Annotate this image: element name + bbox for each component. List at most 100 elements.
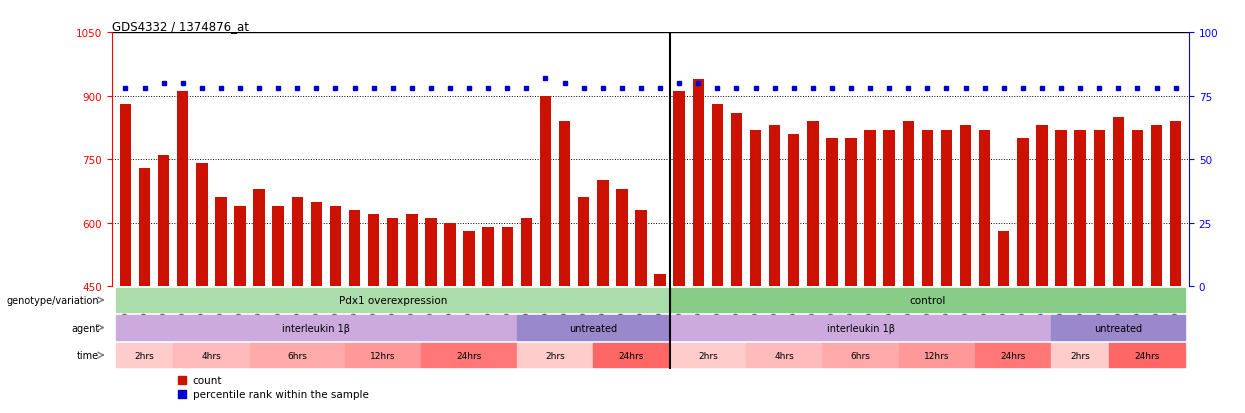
Bar bbox=[712, 105, 723, 287]
Bar bbox=[655, 274, 666, 287]
Bar bbox=[311, 202, 322, 287]
Bar bbox=[253, 190, 265, 287]
Bar bbox=[864, 130, 875, 287]
Bar bbox=[483, 228, 494, 287]
Bar bbox=[120, 105, 131, 287]
Bar bbox=[827, 139, 838, 287]
Bar bbox=[502, 228, 513, 287]
Bar bbox=[406, 215, 417, 287]
Bar bbox=[234, 206, 245, 287]
Bar bbox=[593, 343, 670, 368]
Bar bbox=[1113, 118, 1124, 287]
Bar bbox=[903, 122, 914, 287]
Bar bbox=[116, 316, 517, 340]
Bar bbox=[1109, 343, 1185, 368]
Bar bbox=[517, 316, 670, 340]
Bar bbox=[670, 343, 746, 368]
Bar bbox=[1074, 130, 1086, 287]
Text: 2hrs: 2hrs bbox=[1071, 351, 1091, 360]
Text: Pdx1 overexpression: Pdx1 overexpression bbox=[339, 295, 447, 305]
Bar bbox=[215, 198, 227, 287]
Bar bbox=[616, 190, 627, 287]
Bar bbox=[1052, 316, 1185, 340]
Text: 12hrs: 12hrs bbox=[371, 351, 396, 360]
Bar bbox=[520, 219, 532, 287]
Bar bbox=[960, 126, 971, 287]
Bar bbox=[1056, 130, 1067, 287]
Bar bbox=[559, 122, 570, 287]
Bar bbox=[426, 219, 437, 287]
Text: interleukin 1β: interleukin 1β bbox=[827, 323, 895, 333]
Bar bbox=[884, 130, 895, 287]
Bar bbox=[769, 126, 781, 287]
Text: 2hrs: 2hrs bbox=[698, 351, 717, 360]
Bar bbox=[674, 92, 685, 287]
Text: time: time bbox=[77, 350, 100, 360]
Bar bbox=[249, 343, 345, 368]
Text: 2hrs: 2hrs bbox=[134, 351, 154, 360]
Bar bbox=[138, 168, 151, 287]
Bar bbox=[578, 198, 589, 287]
Bar bbox=[116, 288, 670, 313]
Bar bbox=[291, 198, 303, 287]
Bar bbox=[1052, 343, 1109, 368]
Bar bbox=[195, 164, 208, 287]
Text: GDS4332 / 1374876_at: GDS4332 / 1374876_at bbox=[112, 20, 249, 33]
Bar bbox=[330, 206, 341, 287]
Text: percentile rank within the sample: percentile rank within the sample bbox=[193, 389, 369, 399]
Text: interleukin 1β: interleukin 1β bbox=[283, 323, 350, 333]
Bar bbox=[421, 343, 517, 368]
Text: genotype/variation: genotype/variation bbox=[6, 295, 100, 305]
Bar bbox=[1170, 122, 1182, 287]
Bar bbox=[369, 215, 380, 287]
Bar bbox=[1093, 130, 1106, 287]
Text: control: control bbox=[909, 295, 945, 305]
Text: untreated: untreated bbox=[569, 323, 618, 333]
Bar bbox=[731, 113, 742, 287]
Bar bbox=[979, 130, 990, 287]
Bar bbox=[788, 135, 799, 287]
Bar bbox=[345, 343, 421, 368]
Bar bbox=[692, 80, 703, 287]
Bar bbox=[116, 343, 173, 368]
Text: untreated: untreated bbox=[1094, 323, 1143, 333]
Text: agent: agent bbox=[71, 323, 100, 333]
Bar bbox=[1036, 126, 1048, 287]
Bar bbox=[845, 139, 857, 287]
Text: count: count bbox=[193, 375, 223, 385]
Bar bbox=[387, 219, 398, 287]
Bar bbox=[635, 211, 646, 287]
Text: 24hrs: 24hrs bbox=[1134, 351, 1159, 360]
Bar bbox=[273, 206, 284, 287]
Text: 4hrs: 4hrs bbox=[774, 351, 794, 360]
Bar bbox=[517, 343, 593, 368]
Bar bbox=[444, 223, 456, 287]
Bar bbox=[173, 343, 249, 368]
Bar bbox=[670, 316, 1052, 340]
Bar bbox=[1150, 126, 1163, 287]
Bar bbox=[1017, 139, 1028, 287]
Bar bbox=[540, 96, 552, 287]
Bar bbox=[1132, 130, 1143, 287]
Bar bbox=[598, 181, 609, 287]
Text: 12hrs: 12hrs bbox=[924, 351, 950, 360]
Bar bbox=[349, 211, 360, 287]
Text: 24hrs: 24hrs bbox=[457, 351, 482, 360]
Bar bbox=[975, 343, 1052, 368]
Text: 6hrs: 6hrs bbox=[850, 351, 870, 360]
Bar bbox=[941, 130, 952, 287]
Bar bbox=[463, 232, 474, 287]
Text: 24hrs: 24hrs bbox=[619, 351, 644, 360]
Text: 2hrs: 2hrs bbox=[545, 351, 565, 360]
Bar bbox=[177, 92, 188, 287]
Bar bbox=[921, 130, 933, 287]
Bar bbox=[899, 343, 975, 368]
Text: 4hrs: 4hrs bbox=[202, 351, 222, 360]
Bar bbox=[158, 156, 169, 287]
Bar bbox=[746, 343, 823, 368]
Bar bbox=[998, 232, 1010, 287]
Bar bbox=[807, 122, 818, 287]
Bar bbox=[749, 130, 761, 287]
Text: 24hrs: 24hrs bbox=[1001, 351, 1026, 360]
Bar bbox=[670, 288, 1185, 313]
